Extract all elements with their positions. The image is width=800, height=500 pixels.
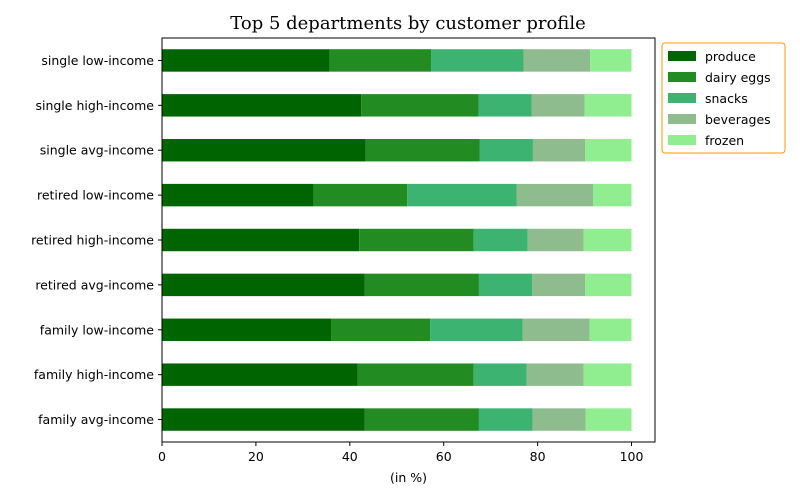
bar-segment (473, 363, 527, 386)
bar-segment (522, 318, 590, 341)
y-tick-label: retired avg-income (35, 277, 154, 292)
y-tick-label: retired high-income (31, 233, 154, 248)
x-tick-label: 80 (530, 449, 546, 464)
bar-segment (479, 139, 533, 162)
bar-segment (162, 139, 366, 162)
bar-segment (313, 183, 408, 207)
x-tick-label: 100 (620, 449, 644, 464)
bar-segment (532, 139, 586, 162)
bar-segment (532, 408, 586, 431)
x-axis-label: (in %) (390, 470, 427, 485)
bar-segment (359, 228, 474, 252)
legend-label: beverages (705, 112, 771, 127)
bar-segment (590, 49, 632, 72)
bars-group (162, 49, 632, 431)
bar-segment (162, 94, 362, 117)
y-tick-label: family avg-income (38, 412, 154, 427)
y-tick-label: family high-income (34, 367, 154, 382)
bar-segment (162, 183, 314, 207)
legend-frame (661, 42, 786, 154)
bar-segment (523, 49, 591, 72)
bar-segment (431, 49, 524, 72)
x-tick-label: 0 (158, 449, 166, 464)
bar-segment (162, 273, 365, 297)
bar-segment (407, 183, 517, 207)
bar-segment (473, 228, 528, 252)
bar-segment (584, 94, 632, 117)
bar-segment (361, 94, 479, 117)
bar-segment (162, 363, 358, 386)
chart-title: Top 5 departments by customer profile (230, 13, 585, 34)
y-tick-label: single high-income (35, 98, 154, 113)
bar-segment (478, 408, 533, 431)
bar-segment (585, 139, 632, 162)
legend-label: snacks (705, 91, 748, 106)
bar-segment (583, 228, 632, 252)
bar-segment (357, 363, 474, 386)
bar-segment (585, 273, 632, 297)
x-tick-label: 40 (342, 449, 358, 464)
y-axis: family avg-income family high-income famil… (31, 53, 162, 427)
legend-label: dairy eggs (705, 70, 771, 85)
y-tick-label: single avg-income (40, 143, 155, 158)
legend-swatch (668, 72, 696, 82)
bar-segment (531, 273, 586, 297)
bar-segment (583, 363, 632, 386)
bar-segment (162, 318, 332, 341)
bar-segment (364, 273, 479, 297)
bar-segment (526, 363, 584, 386)
legend-swatch (668, 135, 696, 145)
x-axis: 0 20 40 60 80 100 (158, 442, 643, 464)
legend-swatch (668, 93, 696, 103)
legend-swatch (668, 114, 696, 124)
legend: produce dairy eggs snacks beverages frozen (661, 42, 786, 154)
bar-segment (430, 318, 523, 341)
bar-segment (585, 408, 632, 431)
bar-segment (162, 49, 330, 72)
bar-segment (589, 318, 632, 341)
bar-segment (478, 273, 532, 297)
bar-segment (593, 183, 632, 207)
y-tick-label: retired low-income (37, 188, 154, 203)
legend-label: frozen (705, 133, 744, 148)
legend-label: produce (705, 49, 756, 64)
bar-segment (364, 408, 479, 431)
x-tick-label: 60 (436, 449, 452, 464)
y-tick-label: family low-income (40, 322, 155, 337)
legend-swatch (668, 51, 696, 61)
bar-segment (531, 94, 585, 117)
bar-segment (162, 228, 360, 252)
bar-segment (478, 94, 532, 117)
bar-segment (516, 183, 594, 207)
bar-segment (329, 49, 432, 72)
bar-segment (527, 228, 584, 252)
bar-segment (365, 139, 480, 162)
x-tick-label: 20 (248, 449, 264, 464)
bar-segment (162, 408, 365, 431)
bar-segment (331, 318, 431, 341)
y-tick-label: single low-income (41, 53, 154, 68)
